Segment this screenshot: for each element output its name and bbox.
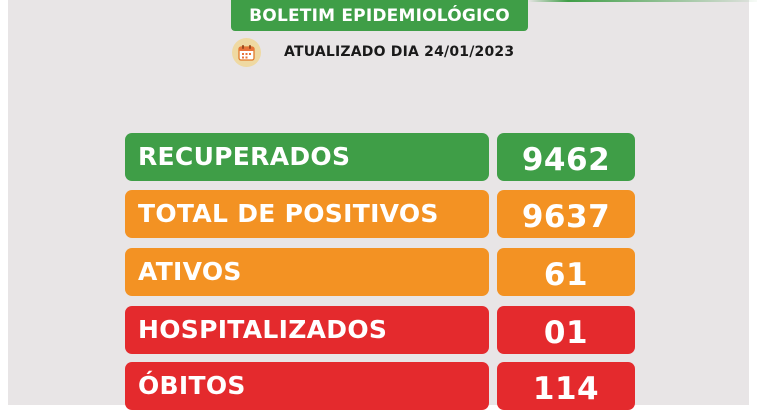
stat-label: TOTAL DE POSITIVOS [125, 190, 489, 238]
update-date-text: ATUALIZADO DIA 24/01/2023 [284, 44, 515, 60]
stat-value: 9637 [497, 190, 635, 238]
stat-row-recuperados: RECUPERADOS 9462 [125, 133, 635, 181]
calendar-icon [232, 37, 261, 67]
stat-row-obitos: ÓBITOS 114 [125, 362, 635, 410]
stat-value: 9462 [497, 133, 635, 181]
stat-value: 61 [497, 248, 635, 296]
stat-label: ATIVOS [125, 248, 489, 296]
stat-label: ÓBITOS [125, 362, 489, 410]
stat-label: RECUPERADOS [125, 133, 489, 181]
stat-row-total-positivos: TOTAL DE POSITIVOS 9637 [125, 190, 635, 238]
stat-row-hospitalizados: HOSPITALIZADOS 01 [125, 306, 635, 354]
stat-value: 01 [497, 306, 635, 354]
stat-label: HOSPITALIZADOS [125, 306, 489, 354]
stat-value: 114 [497, 362, 635, 410]
update-line: ATUALIZADO DIA 24/01/2023 [232, 37, 514, 67]
stat-row-ativos: ATIVOS 61 [125, 248, 635, 296]
bulletin-title: BOLETIM EPIDEMIOLÓGICO [231, 0, 528, 31]
